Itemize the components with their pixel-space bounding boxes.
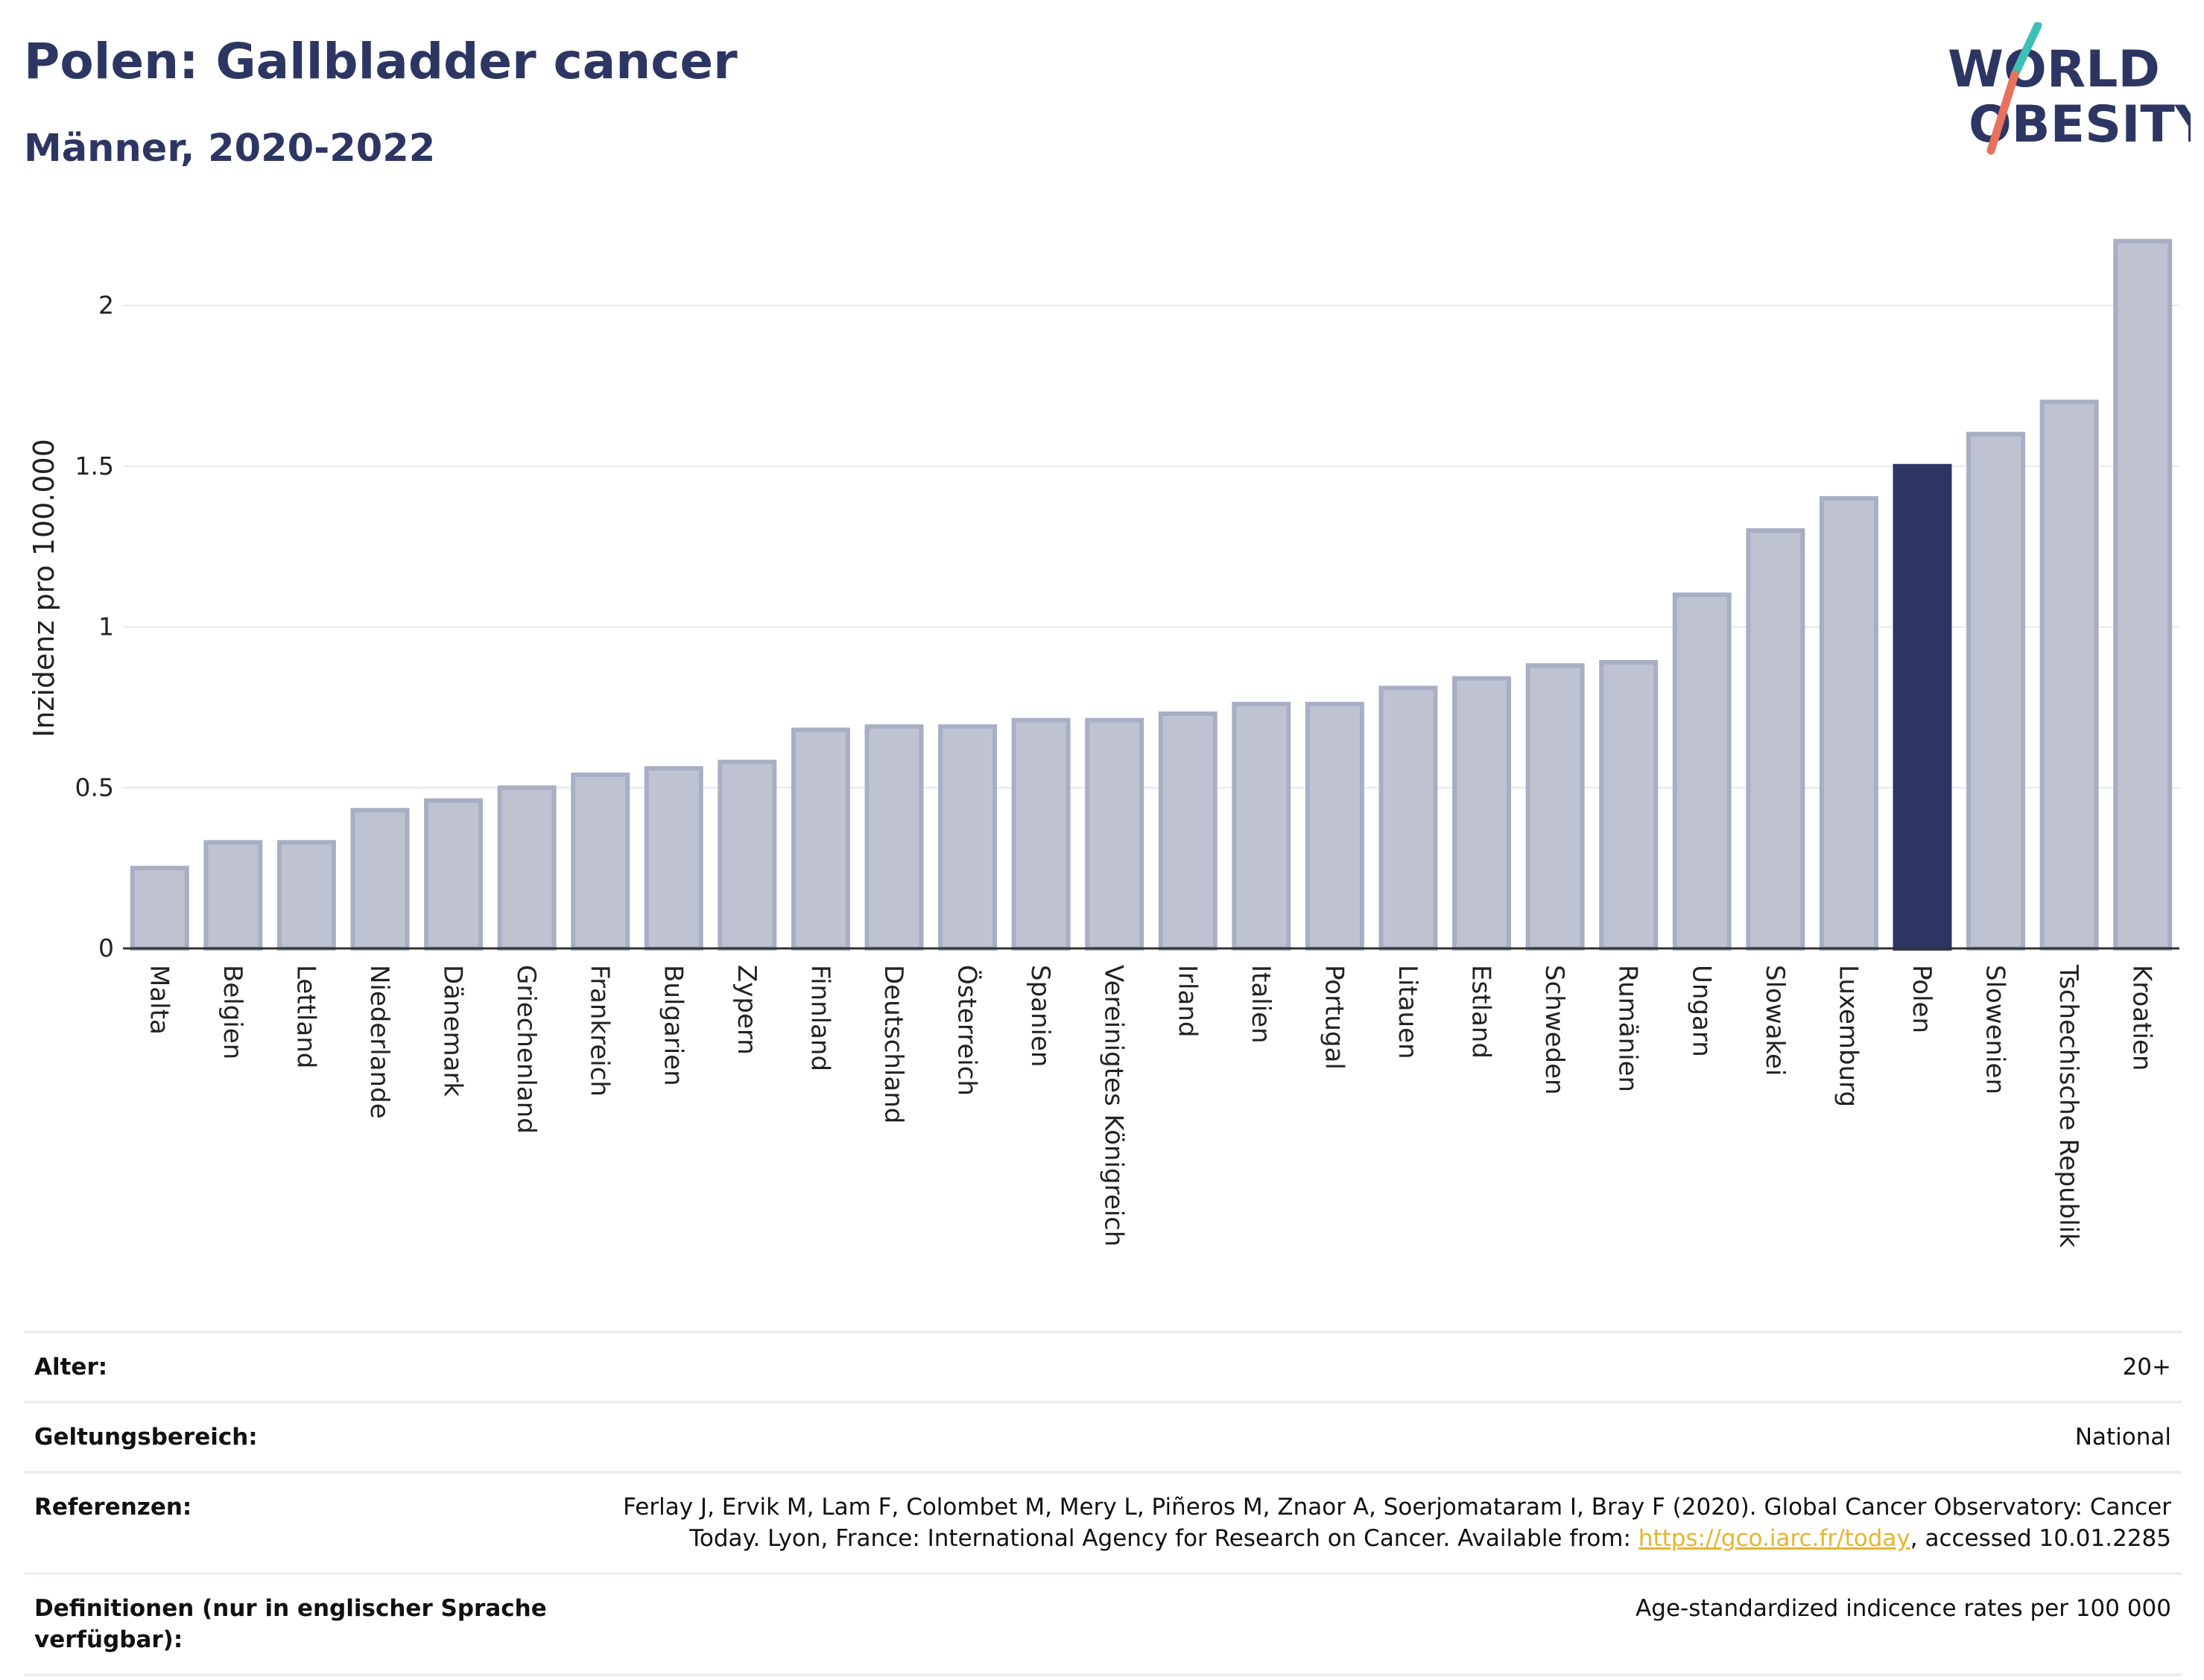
logo-slash-red bbox=[1986, 70, 2019, 155]
bar bbox=[203, 840, 263, 951]
x-tick-label: Malta bbox=[144, 965, 174, 1035]
age-value: 20+ bbox=[2122, 1354, 2171, 1381]
bar bbox=[276, 840, 336, 951]
bar bbox=[1672, 592, 1732, 951]
x-tick-label: Kroatien bbox=[2127, 965, 2157, 1071]
bar bbox=[571, 772, 630, 951]
x-tick-label: Luxemburg bbox=[1833, 965, 1863, 1107]
page-title: Polen: Gallbladder cancer bbox=[24, 33, 738, 90]
x-tick-label: Österreich bbox=[952, 965, 983, 1096]
references-label: Referenzen: bbox=[34, 1494, 192, 1521]
meta-row-scope: Geltungsbereich: National bbox=[24, 1401, 2182, 1471]
bar bbox=[424, 798, 484, 951]
meta-table: Alter: 20+ Geltungsbereich: National Ref… bbox=[24, 1331, 2182, 1676]
bar bbox=[791, 727, 850, 951]
references-accessed: , accessed 10.01.2285 bbox=[1910, 1525, 2171, 1552]
bar bbox=[1085, 717, 1144, 951]
x-tick-label: Tschechische Republik bbox=[2053, 964, 2083, 1248]
x-tick-label: Slowenien bbox=[1980, 965, 2010, 1094]
x-tick-label: Bulgarien bbox=[658, 965, 688, 1086]
references-value: Ferlay J, Ervik M, Lam F, Colombet M, Me… bbox=[569, 1492, 2171, 1554]
x-tick-label: Dänemark bbox=[438, 965, 468, 1097]
bar bbox=[1011, 717, 1071, 951]
bar-chart: 0 0.5 1 1.5 2 Inzidenz pro 100.000 Malta Belgie… bbox=[28, 238, 2179, 1248]
x-tick-label: Griechenland bbox=[511, 965, 541, 1134]
bar bbox=[1232, 702, 1291, 951]
bar bbox=[130, 866, 189, 951]
x-tick-label: Belgien bbox=[218, 965, 247, 1059]
x-tick-label: Finnland bbox=[805, 965, 835, 1071]
y-tick-label: 0 bbox=[98, 933, 114, 963]
bar bbox=[350, 808, 410, 951]
x-tick-label: Vereinigtes Königreich bbox=[1099, 965, 1129, 1246]
bar bbox=[2039, 399, 2099, 951]
bar bbox=[1525, 663, 1585, 951]
page-subtitle: Männer, 2020-2022 bbox=[24, 127, 436, 171]
age-label: Alter: bbox=[34, 1354, 108, 1381]
x-tick-label: Deutschland bbox=[878, 965, 908, 1123]
y-tick-label: 2 bbox=[98, 291, 114, 320]
x-tick-label: Niederlande bbox=[364, 965, 394, 1119]
logo-text-world: WORLD bbox=[1948, 40, 2160, 99]
bar bbox=[1966, 431, 2026, 951]
bar bbox=[864, 724, 924, 951]
meta-row-definitions: Definitionen (nur in englischer Sprache … bbox=[24, 1572, 2182, 1676]
bar bbox=[938, 724, 998, 951]
references-link[interactable]: https://gco.iarc.fr/today bbox=[1638, 1525, 1910, 1552]
bar bbox=[1599, 659, 1659, 951]
bar bbox=[497, 785, 557, 951]
bar bbox=[1158, 711, 1217, 951]
x-tick-label: Italien bbox=[1246, 965, 1276, 1044]
bar bbox=[718, 759, 777, 951]
x-tick-label: Litauen bbox=[1393, 965, 1422, 1059]
logo-slash-teal bbox=[2010, 22, 2042, 79]
references-text: Ferlay J, Ervik M, Lam F, Colombet M, Me… bbox=[623, 1494, 2171, 1552]
y-axis-label: Inzidenz pro 100.000 bbox=[28, 439, 60, 738]
x-tick-label: Frankreich bbox=[585, 965, 615, 1097]
x-tick-label: Spanien bbox=[1025, 965, 1055, 1067]
x-tick-label: Rumänien bbox=[1613, 965, 1643, 1092]
bar bbox=[1305, 702, 1364, 951]
x-tick-label: Slowakei bbox=[1760, 965, 1790, 1076]
definitions-value: Age-standardized indicence rates per 100… bbox=[1635, 1595, 2171, 1622]
x-tick-label: Schweden bbox=[1539, 965, 1569, 1095]
bar bbox=[1378, 685, 1438, 951]
y-tick-label: 1 bbox=[98, 612, 114, 641]
x-tick-label: Estland bbox=[1466, 965, 1496, 1059]
world-obesity-logo: WORLD OBESITY bbox=[1948, 22, 2191, 155]
bar bbox=[1746, 528, 1805, 951]
x-tick-label: Portugal bbox=[1319, 965, 1349, 1070]
definitions-label: Definitionen (nur in englischer Sprache … bbox=[34, 1595, 547, 1653]
x-tick-label: Lettland bbox=[291, 965, 320, 1068]
x-tick-label: Ungarn bbox=[1686, 965, 1716, 1057]
scope-label: Geltungsbereich: bbox=[34, 1424, 258, 1451]
x-tick-label: Irland bbox=[1172, 965, 1202, 1037]
scope-value: National bbox=[2074, 1424, 2171, 1451]
x-tick-label: Zypern bbox=[732, 965, 761, 1055]
bar bbox=[1452, 676, 1512, 951]
meta-row-age: Alter: 20+ bbox=[24, 1331, 2182, 1401]
y-tick-label: 0.5 bbox=[75, 773, 114, 802]
meta-row-references: Referenzen: Ferlay J, Ervik M, Lam F, Co… bbox=[24, 1471, 2182, 1572]
bar bbox=[1893, 463, 1952, 951]
bar bbox=[2113, 238, 2173, 951]
y-tick-label: 1.5 bbox=[75, 451, 114, 481]
bar bbox=[1819, 495, 1878, 951]
bar bbox=[644, 766, 703, 951]
x-tick-label: Polen bbox=[1907, 965, 1937, 1033]
